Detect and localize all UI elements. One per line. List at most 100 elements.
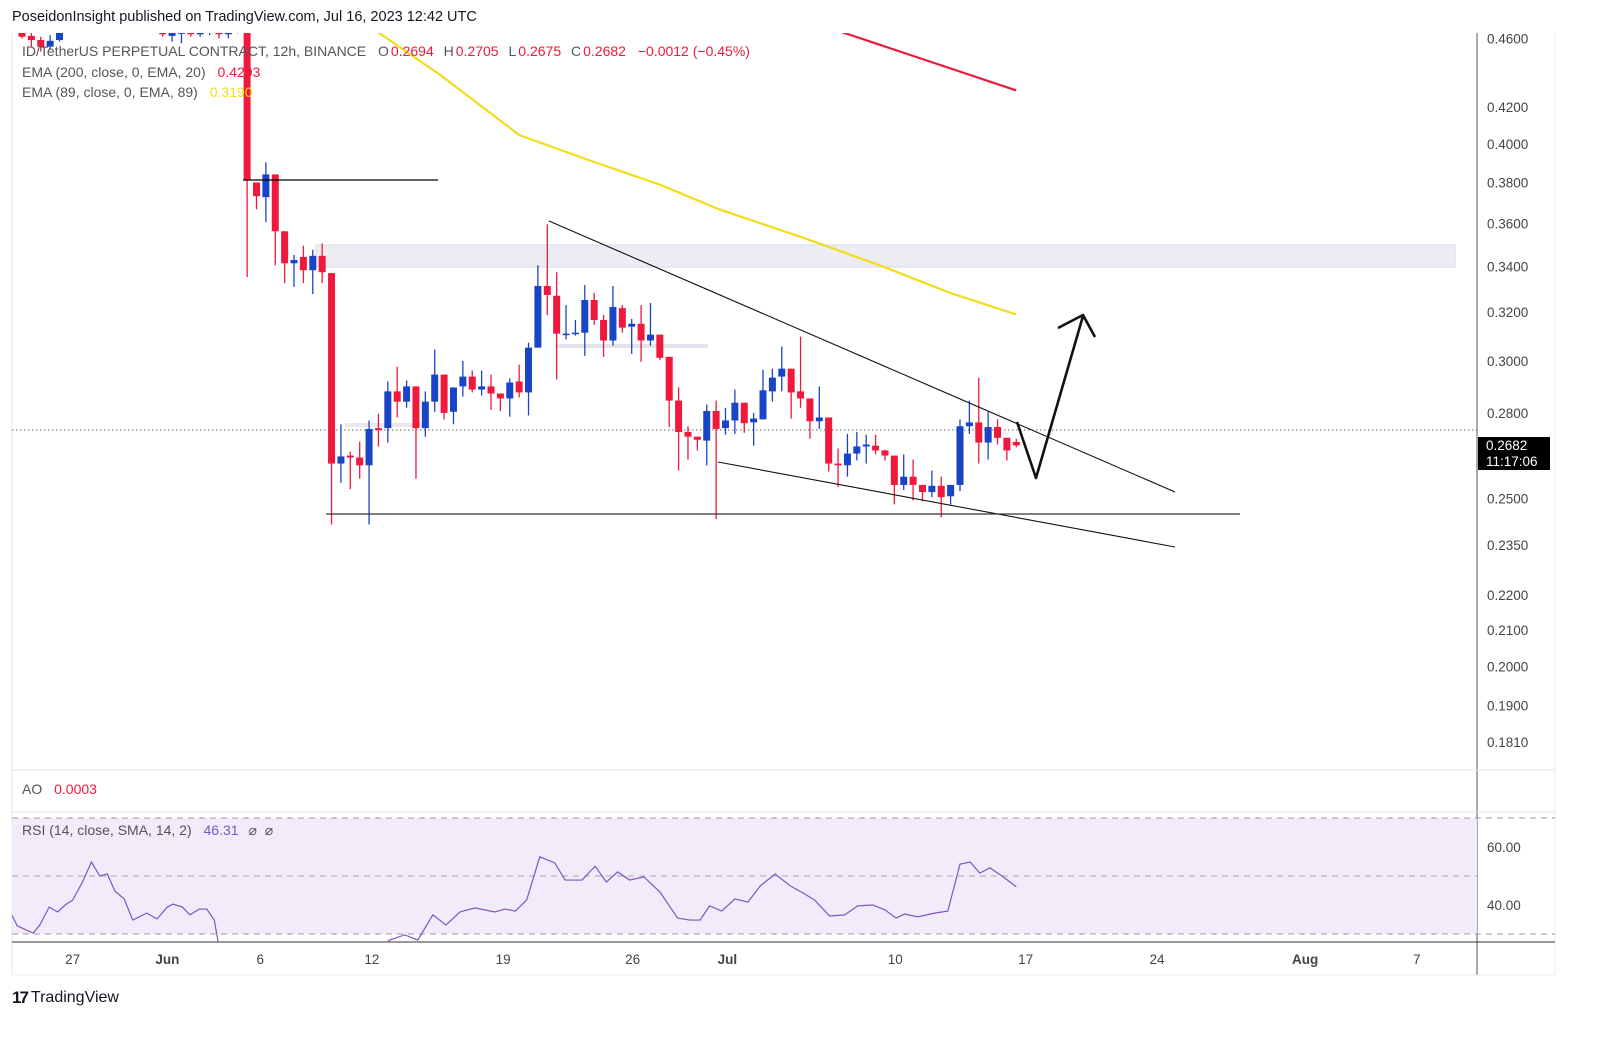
rsi-empty-set-icon: ⌀ [248,822,257,838]
candle-down [253,182,260,210]
candle-down [918,484,926,502]
ema89-label: EMA (89, close, 0, EMA, 89) [22,84,198,100]
candle-up [956,419,964,492]
candle-body [918,484,926,493]
candle-body [412,386,420,429]
candle-down [656,334,664,360]
candle-up [224,33,232,39]
candle-body [590,299,598,320]
time-tick-label: Aug [1292,952,1318,967]
candle-body [806,398,814,422]
candle-up [506,378,514,417]
candle-body [140,9,147,12]
candle-body [374,428,382,431]
time-tick-label: 19 [496,952,511,967]
last-price-tag: 0.2682 11:17:06 [1478,437,1550,470]
candle-body [722,420,729,429]
candle-down [909,459,917,501]
trend-drawings [243,179,1240,548]
ema200-label: EMA (200, close, 0, EMA, 20) [22,64,206,80]
candle-up [928,470,936,498]
candle-body [187,33,195,35]
symbol-legend[interactable]: ID/TetherUS PERPETUAL CONTRACT, 12h, BIN… [22,43,752,59]
candle-body [459,376,467,387]
ao-legend[interactable]: AO 0.0003 [22,781,99,797]
price-tick-label: 0.2800 [1487,406,1528,421]
candle-body [562,333,570,336]
rsi-legend[interactable]: RSI (14, close, SMA, 14, 2) 46.31 ⌀ ⌀ [22,822,275,839]
candle-up [337,424,345,483]
candle-body [646,334,654,341]
candle-body [196,33,204,35]
candle-body [712,410,720,429]
candle-down [543,224,551,315]
ema200-legend[interactable]: EMA (200, close, 0, EMA, 20) 0.4293 [22,64,262,80]
candle-body [27,35,35,41]
candle-body [515,381,523,393]
candle-body [834,463,842,466]
candle-down [299,245,307,284]
ema-lines [377,33,1017,316]
candle-up [525,342,533,416]
candle-body [890,455,898,485]
candle-body [290,260,298,264]
candle-body [956,426,964,485]
candle-body [150,9,157,22]
candle-body [947,484,955,497]
candle-down [693,436,701,451]
price-axis[interactable]: 0.4600 0.4200 0.4000 0.3800 0.3600 0.3400 0.32… [1487,31,1528,750]
candle-down [356,441,364,479]
candle-up [449,387,457,425]
candle-body [56,33,64,41]
ema89-line [377,33,1017,316]
price-tick-label: 0.3000 [1487,354,1528,369]
ao-label: AO [22,781,43,797]
candle-up [703,404,711,466]
candle-up [571,319,579,336]
candle-body [675,400,683,432]
candle-body [262,174,270,198]
candle-down [881,449,889,461]
candle-body [937,485,945,498]
candle-up [750,412,758,446]
candle-body [534,285,542,348]
lower-trendline[interactable] [717,461,1176,548]
time-tick-label: 24 [1149,952,1165,967]
candle-up [421,391,429,437]
candle-body [299,256,307,271]
candle-down [618,305,626,333]
high-label: H [443,43,454,59]
price-tick-label: 0.2000 [1487,660,1528,675]
price-tick-label: 0.3600 [1487,216,1528,231]
candle-up [900,454,908,490]
candle-body [843,453,851,466]
tradingview-brand[interactable]: 17 TradingView [12,988,119,1008]
rsi-line [12,856,1017,942]
candle-body [768,377,776,392]
symbol-name: ID/TetherUS PERPETUAL CONTRACT, 12h, BIN… [22,43,367,59]
time-tick-label: Jul [718,952,738,967]
candle-body [65,3,72,6]
time-tick-label: 27 [65,952,80,967]
candle-body [177,33,185,34]
time-axis[interactable]: 27 Jun 6 12 19 26 Jul 10 17 24 Aug 7 [65,952,1420,967]
candle-down [440,374,448,420]
candle-up [843,433,851,477]
candle-body [478,386,486,390]
supply-zone[interactable] [315,244,1456,268]
price-tick-label: 0.3800 [1487,176,1528,191]
candle-down [665,356,673,428]
upper-trendline[interactable] [548,220,1176,493]
candle-up [862,434,870,464]
ema200-line [841,33,1017,92]
projection-arrow[interactable] [1015,315,1085,480]
candle-body [403,386,411,402]
candle-up [365,420,373,525]
brand-name: TradingView [30,989,119,1006]
candle-body [759,390,767,420]
ema89-legend[interactable]: EMA (89, close, 0, EMA, 89) 0.3190 [22,84,255,100]
candle-down [27,33,35,47]
candle-body [309,255,317,271]
candle-body [862,444,870,447]
